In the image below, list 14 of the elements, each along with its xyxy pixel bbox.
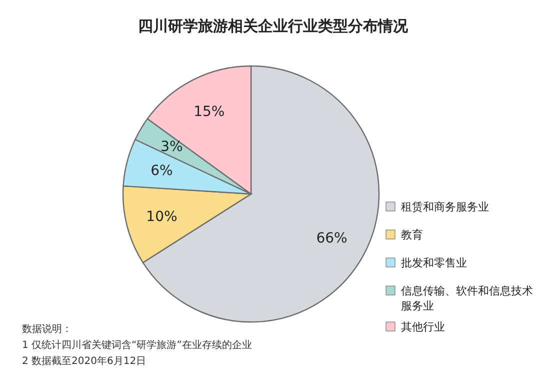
text: 2 数据截至2020年6月12日 [22, 355, 146, 367]
data-label: 6% [150, 163, 173, 180]
chart-title: 四川研学旅游相关企业行业类型分布情况 [138, 17, 409, 35]
data-label: 10% [146, 208, 178, 225]
data-label: 66% [316, 230, 348, 246]
legend-label: 教育 [401, 228, 423, 242]
legend-label: 信息传输、软件和信息技术服务业 [401, 284, 533, 312]
data-label: 15% [194, 104, 225, 120]
legend-label: 租赁和商务服务业 [401, 200, 489, 214]
legend-label: 其他行业 [401, 320, 445, 334]
text: 数据说明： [22, 323, 72, 335]
text: 1 仅统计四川省关键词含“研学旅游”在业存续的企业 [22, 339, 252, 351]
legend-label: 批发和零售业 [401, 256, 467, 270]
data-label: 3% [160, 139, 183, 156]
